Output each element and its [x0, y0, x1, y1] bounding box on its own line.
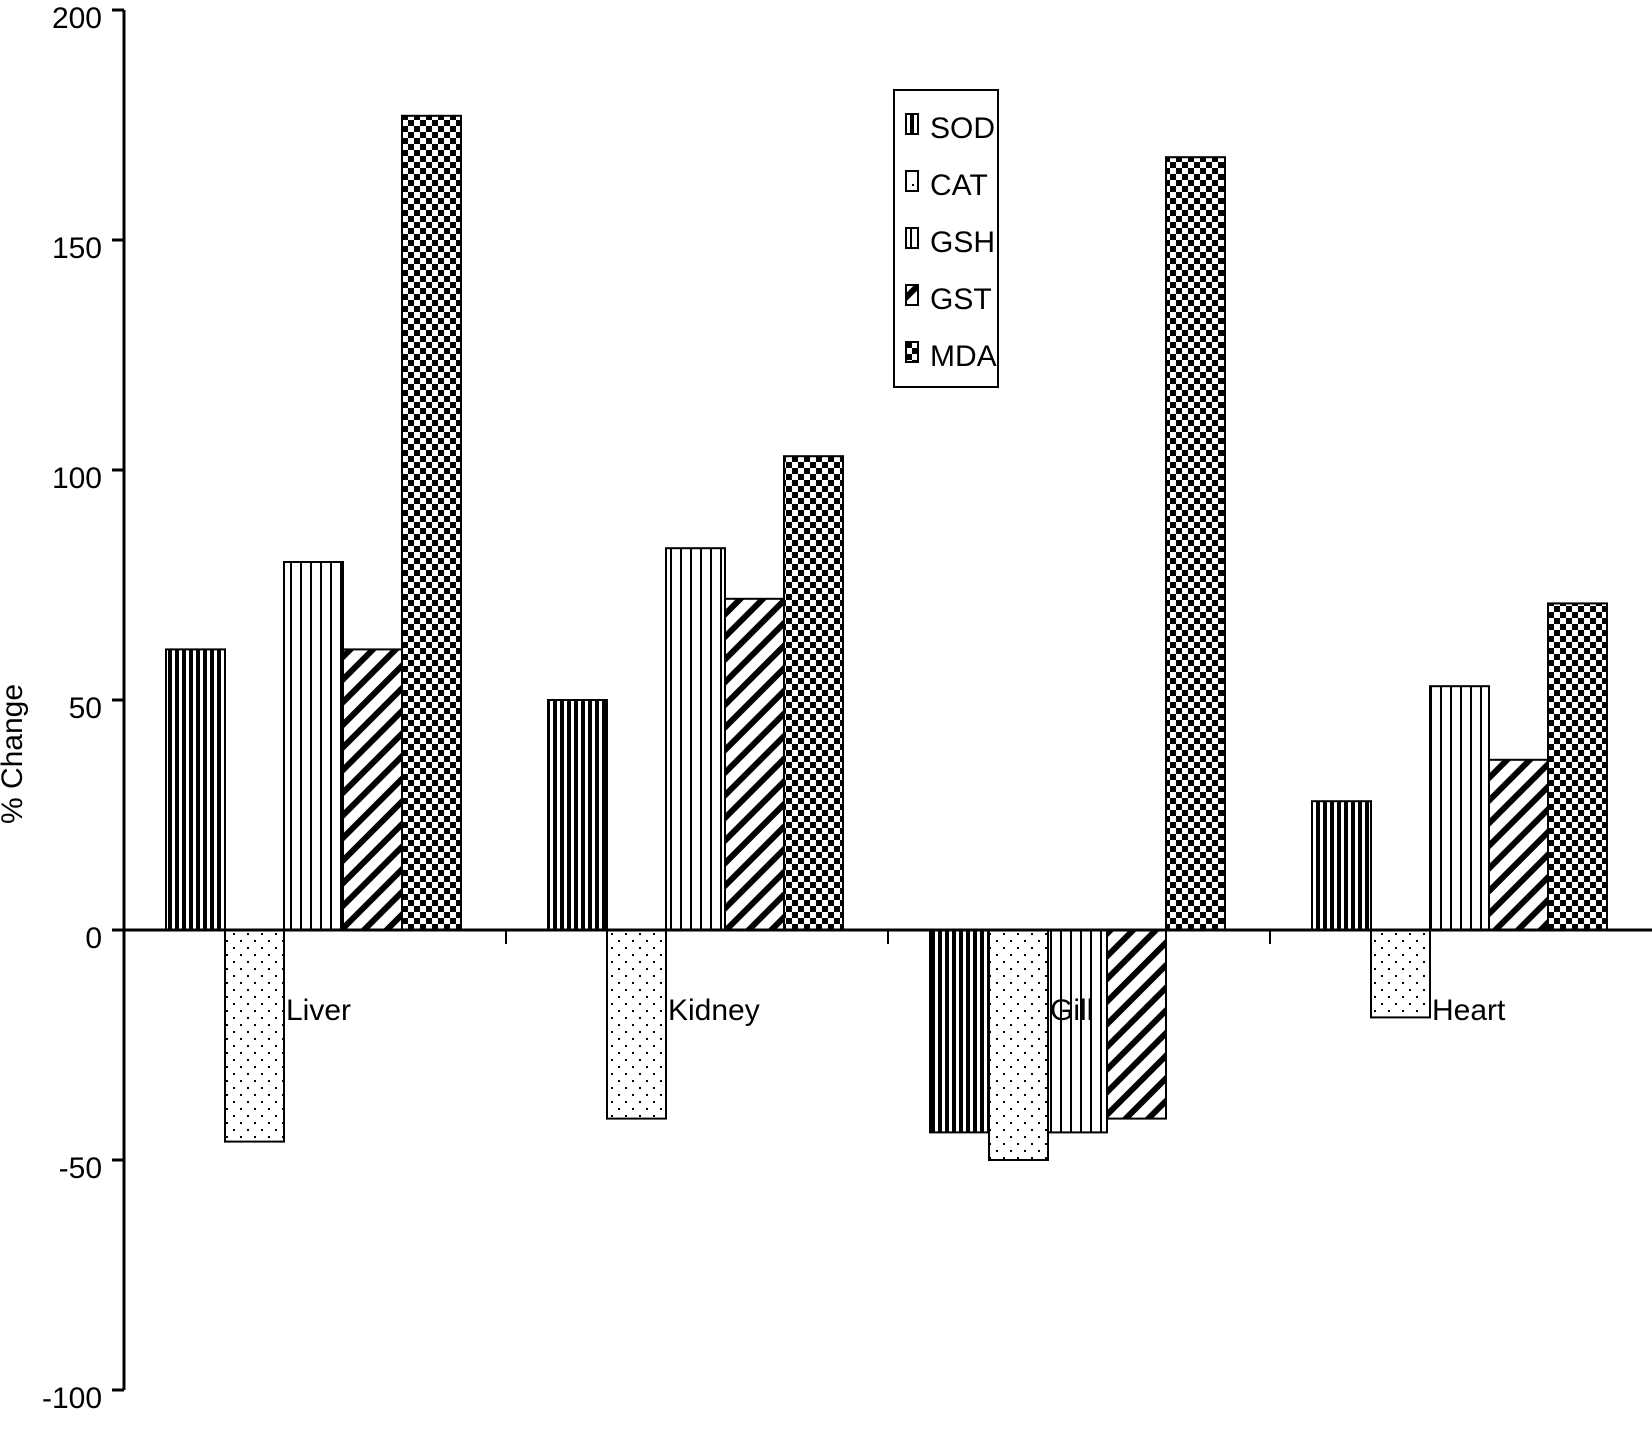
- bar: [1547, 602, 1608, 932]
- y-tick-label: 100: [52, 462, 102, 495]
- bar: [401, 114, 462, 932]
- bar: [165, 648, 226, 932]
- legend-label: MDA: [930, 340, 997, 373]
- bar: [665, 547, 726, 931]
- bar: [1106, 929, 1167, 1120]
- bar: [342, 648, 403, 932]
- bar: [224, 929, 285, 1143]
- bar: [1488, 758, 1549, 931]
- bar: [283, 561, 344, 931]
- x-tick-label: Heart: [1432, 994, 1506, 1027]
- legend-label: GSH: [930, 226, 995, 259]
- y-tick-label: 50: [69, 692, 102, 725]
- x-tick-label: Kidney: [668, 994, 760, 1027]
- bar: [1311, 800, 1372, 932]
- legend-label: CAT: [930, 169, 988, 202]
- bar: [547, 699, 608, 931]
- y-tick-label: -50: [59, 1152, 102, 1185]
- legend-swatch: [905, 113, 919, 135]
- y-tick-label: 200: [52, 2, 102, 35]
- legend-swatch: [905, 284, 919, 306]
- y-axis-label: % Change: [0, 684, 29, 824]
- y-tick-label: 150: [52, 232, 102, 265]
- bar: [783, 455, 844, 931]
- y-tick-label: -100: [42, 1382, 102, 1415]
- legend-swatch: [905, 170, 919, 192]
- x-tick-label: Liver: [286, 994, 351, 1027]
- bar: [606, 929, 667, 1120]
- legend-swatch: [905, 341, 919, 363]
- x-tick-label: Gill: [1050, 994, 1093, 1027]
- bar: [988, 929, 1049, 1161]
- bar: [929, 929, 990, 1134]
- legend-label: SOD: [930, 112, 995, 145]
- legend-label: GST: [930, 283, 992, 316]
- bar: [1165, 156, 1226, 931]
- bar: [1429, 685, 1490, 932]
- bar: [724, 597, 785, 931]
- legend-swatch: [905, 227, 919, 249]
- bar: [1370, 929, 1431, 1019]
- bar: [1047, 929, 1108, 1134]
- y-tick-label: 0: [85, 922, 102, 955]
